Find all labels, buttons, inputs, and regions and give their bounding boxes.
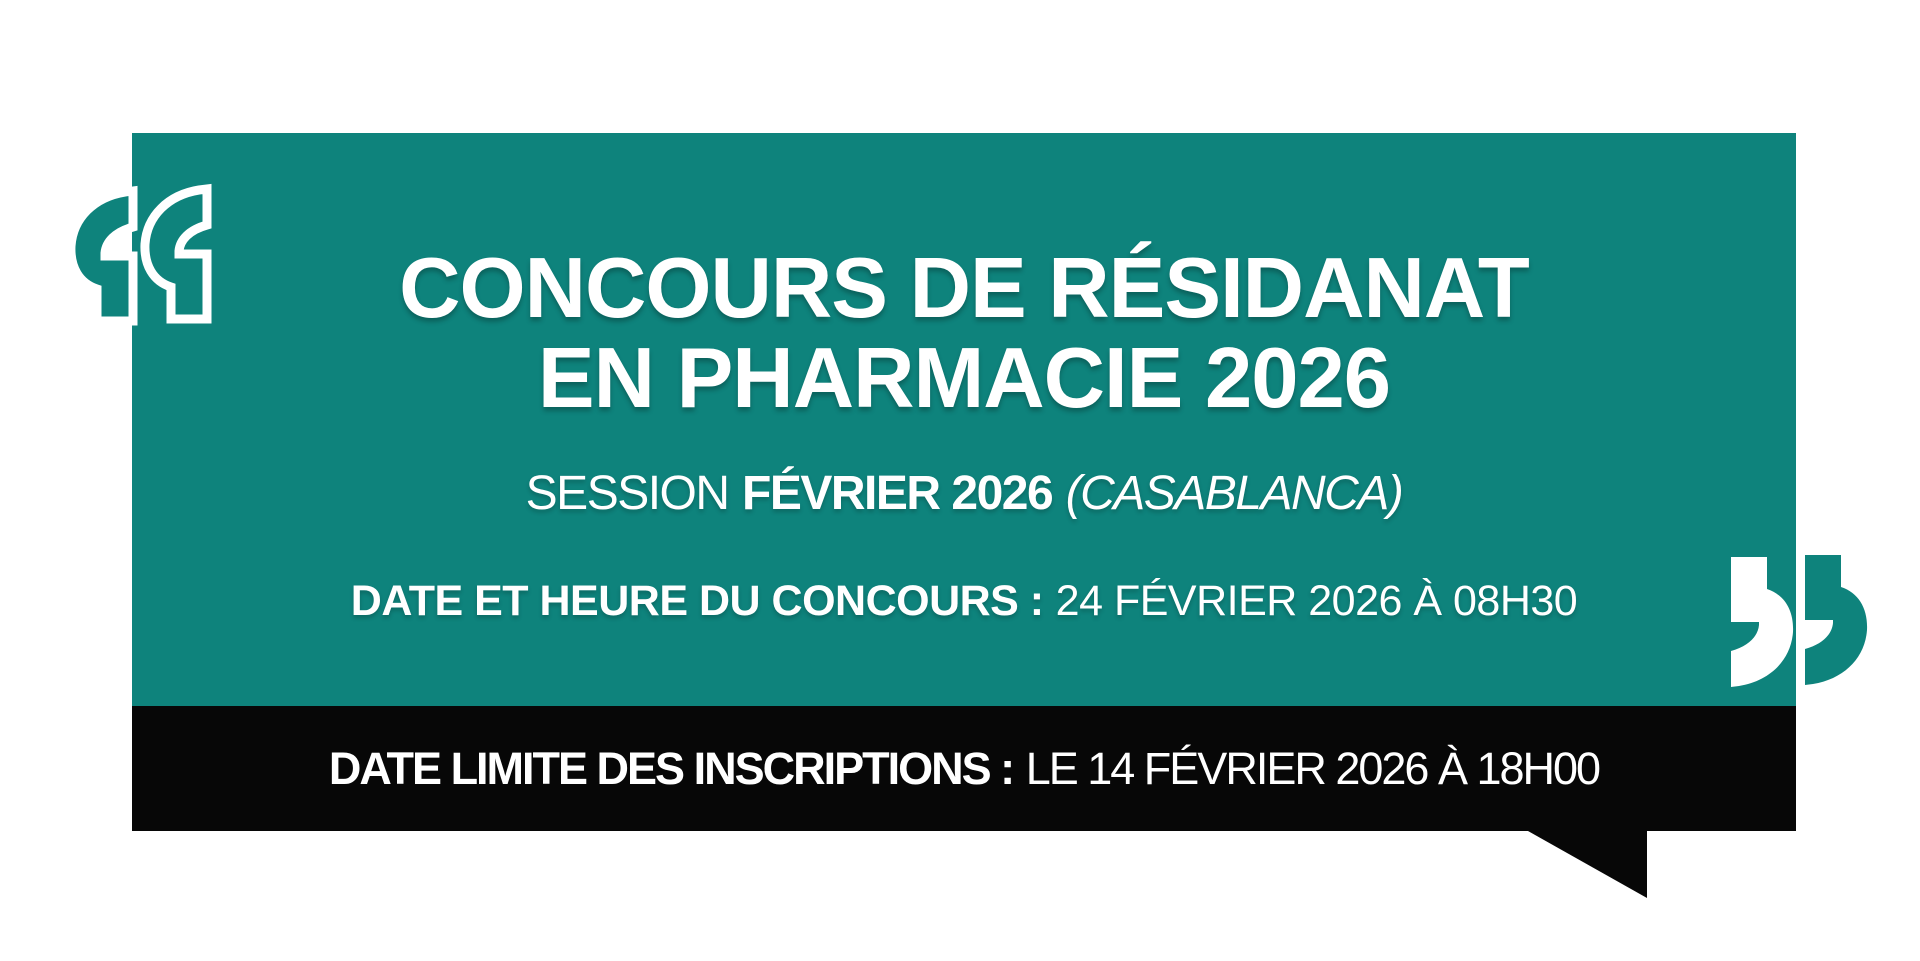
- deadline-label: DATE LIMITE DES INSCRIPTIONS :: [328, 742, 1015, 794]
- session-line: SESSION FÉVRIER 2026 (CASABLANCA): [132, 466, 1796, 522]
- poster-title: CONCOURS DE RÉSIDANAT EN PHARMACIE 2026: [132, 244, 1796, 424]
- deadline-bar: DATE LIMITE DES INSCRIPTIONS : LE 14 FÉVR…: [132, 706, 1796, 831]
- exam-date-line: DATE ET HEURE DU CONCOURS :24 FÉVRIER 20…: [132, 576, 1796, 626]
- exam-date-label: DATE ET HEURE DU CONCOURS :: [350, 577, 1044, 625]
- title-line-2: EN PHARMACIE 2026: [537, 331, 1391, 426]
- close-quote-icon: [1731, 555, 1868, 687]
- speech-bubble-tail-icon: [1528, 831, 1647, 898]
- session-highlight: FÉVRIER 2026: [742, 467, 1054, 520]
- close-quote-comma-right: [1805, 555, 1868, 685]
- close-quote-comma-left: [1731, 557, 1794, 687]
- close-quote-marks: [1731, 555, 1868, 687]
- session-prefix: SESSION: [525, 467, 730, 520]
- exam-date-value: 24 FÉVRIER 2026 À 08H30: [1055, 577, 1578, 625]
- announcement-panel: [132, 133, 1796, 706]
- open-quote-comma-right: [140, 183, 212, 324]
- session-location: (CASABLANCA): [1065, 467, 1404, 520]
- title-line-1: CONCOURS DE RÉSIDANAT: [399, 241, 1530, 336]
- deadline-value: LE 14 FÉVRIER 2026 À 18H00: [1025, 742, 1601, 794]
- open-quote-icon: [66, 183, 212, 326]
- open-quote-marks: [66, 183, 212, 326]
- open-quote-comma-left: [66, 185, 138, 326]
- deadline-line: DATE LIMITE DES INSCRIPTIONS : LE 14 FÉVR…: [328, 742, 1601, 795]
